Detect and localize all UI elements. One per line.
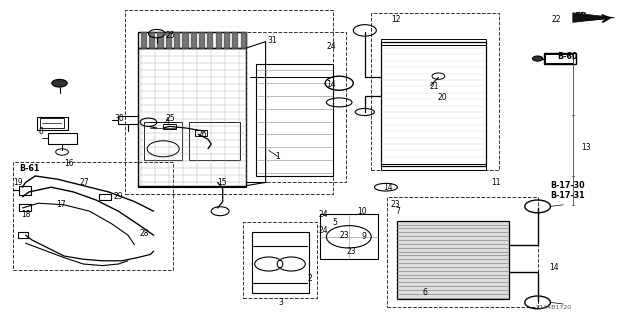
Text: B-17-31: B-17-31 (550, 191, 585, 200)
Text: 15: 15 (218, 178, 227, 187)
Text: 9: 9 (362, 232, 367, 241)
Text: 23: 23 (390, 200, 400, 209)
Text: 4: 4 (165, 117, 170, 126)
Text: 12: 12 (392, 15, 401, 24)
Text: T2A4B1720: T2A4B1720 (536, 305, 572, 310)
Circle shape (532, 56, 543, 61)
Text: 22: 22 (552, 15, 561, 24)
Text: 20: 20 (437, 93, 447, 102)
Text: 19: 19 (13, 178, 22, 187)
Text: 11: 11 (492, 178, 501, 187)
Text: 23: 23 (347, 247, 356, 256)
Text: 30: 30 (114, 114, 124, 123)
Text: 25: 25 (165, 114, 175, 123)
Text: FR.: FR. (574, 12, 591, 20)
Text: 2: 2 (307, 274, 312, 283)
Text: 3: 3 (278, 298, 284, 307)
Text: 14: 14 (326, 80, 336, 89)
Text: 14: 14 (383, 183, 392, 192)
Text: 28: 28 (140, 229, 149, 238)
Polygon shape (573, 13, 614, 22)
Bar (397, 221, 509, 299)
Text: 27: 27 (80, 178, 90, 187)
Text: 10: 10 (357, 207, 367, 216)
Text: 14: 14 (549, 263, 559, 272)
Circle shape (52, 79, 67, 87)
Text: B-60: B-60 (557, 52, 577, 60)
Text: 18: 18 (21, 210, 31, 219)
Text: B-61: B-61 (19, 164, 40, 172)
Text: 25: 25 (165, 31, 175, 40)
Text: B-17-30: B-17-30 (550, 181, 585, 190)
Text: 6: 6 (422, 288, 428, 297)
Text: 29: 29 (114, 192, 124, 201)
Text: 31: 31 (268, 36, 277, 44)
Text: 24: 24 (319, 226, 328, 235)
Text: 5: 5 (333, 218, 338, 227)
Text: 1: 1 (275, 152, 280, 161)
Text: 24: 24 (326, 42, 336, 51)
Text: 7: 7 (396, 207, 401, 216)
Text: 21: 21 (429, 82, 439, 91)
Text: 26: 26 (197, 130, 207, 139)
Text: 17: 17 (56, 200, 66, 209)
Text: 16: 16 (64, 159, 74, 168)
Text: 13: 13 (581, 143, 591, 152)
Text: 23: 23 (339, 231, 349, 240)
Text: 24: 24 (319, 210, 328, 219)
Text: 8: 8 (38, 127, 43, 136)
